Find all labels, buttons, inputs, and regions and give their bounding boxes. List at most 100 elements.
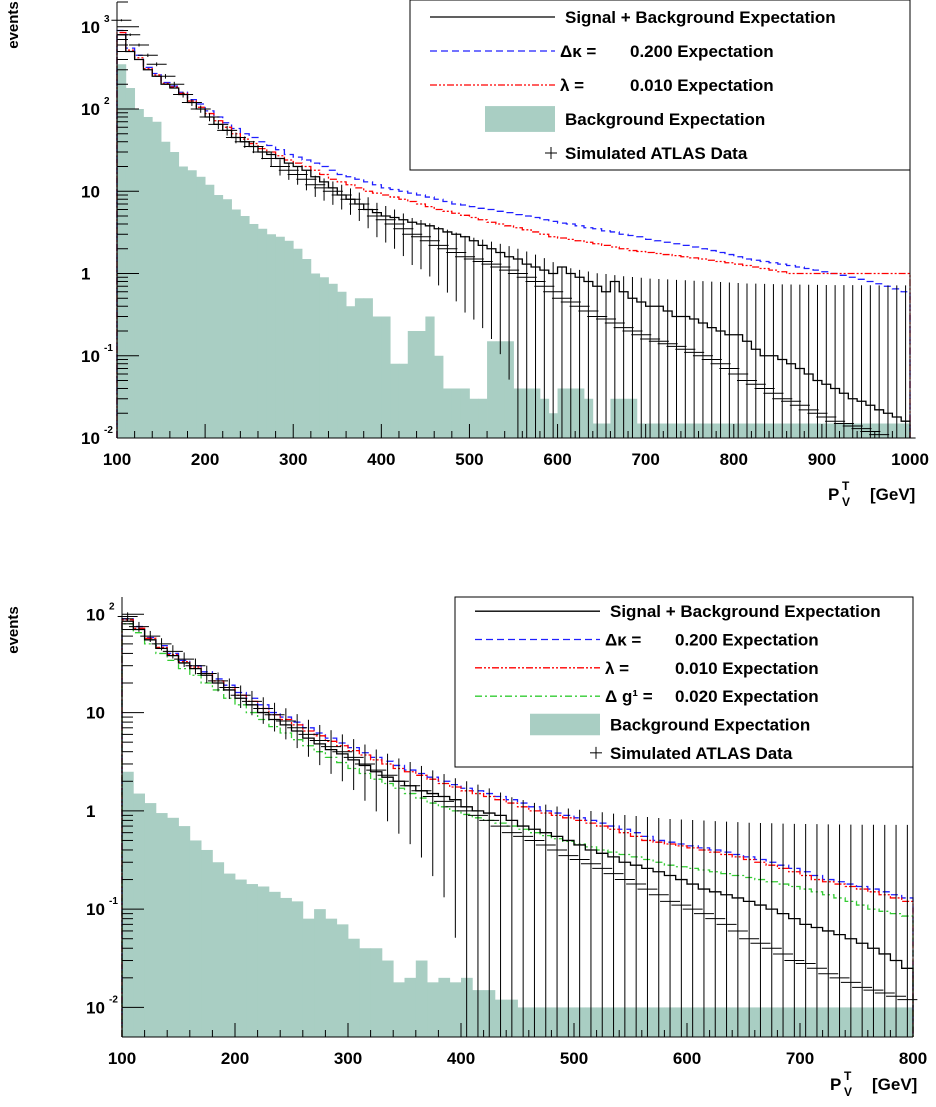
background-bar xyxy=(337,291,347,438)
legend-symbol: λ = xyxy=(560,76,584,95)
data-point xyxy=(151,638,172,651)
data-point xyxy=(666,279,687,438)
legend-entry: λ = 0.010 Expectation xyxy=(430,76,774,95)
background-bar xyxy=(213,195,224,438)
data-point xyxy=(558,808,579,1037)
data-point xyxy=(472,239,493,329)
legend-label: 0.010 Expectation xyxy=(630,76,774,95)
data-point xyxy=(349,192,370,221)
data-point xyxy=(129,43,150,47)
data-point xyxy=(219,678,240,699)
background-bar xyxy=(449,982,462,1037)
legend-entry: Signal + Background Expectation xyxy=(430,8,836,27)
data-point xyxy=(208,672,229,692)
data-point xyxy=(455,235,476,313)
data-point xyxy=(869,285,890,438)
x-tick-label: 100 xyxy=(103,450,131,469)
y-tick-label: 10 xyxy=(81,182,100,201)
y-tick-exponent: 2 xyxy=(104,96,110,107)
background-bar xyxy=(222,199,232,438)
background-bar xyxy=(319,277,329,438)
y-tick-label: 10 xyxy=(86,998,105,1017)
background-bar xyxy=(187,170,197,438)
data-point xyxy=(261,152,282,167)
background-bar xyxy=(291,901,304,1037)
data-point xyxy=(140,630,161,643)
background-bar xyxy=(354,298,365,438)
data-point xyxy=(727,822,748,1037)
data-point xyxy=(569,269,590,438)
x-tick-label: 300 xyxy=(279,450,307,469)
x-tick-label: 700 xyxy=(631,450,659,469)
background-bar xyxy=(268,891,281,1037)
data-point xyxy=(701,281,722,438)
legend: Signal + Background Expectation Δκ = 0.200… xyxy=(409,0,911,171)
background-bar xyxy=(284,240,294,438)
x-tick-label: 100 xyxy=(108,1049,136,1068)
background-bar xyxy=(302,259,312,438)
data-point xyxy=(614,815,635,1037)
background-bar xyxy=(257,228,268,438)
y-tick-exponent: -1 xyxy=(109,896,118,907)
background-bar xyxy=(398,363,409,438)
data-point xyxy=(798,284,819,438)
background-bar xyxy=(133,793,145,1037)
data-point xyxy=(422,770,443,877)
x-tick-label: 300 xyxy=(334,1049,362,1068)
background-bar xyxy=(328,283,338,438)
chart-bottom: 100 200 300 400 500 600 700 800 10 -2 10 -1 1 10 10 2 ev… xyxy=(5,596,927,1099)
background-bar xyxy=(189,840,202,1037)
background-bar xyxy=(249,223,259,438)
data-point xyxy=(208,120,229,130)
background-bar xyxy=(266,234,276,438)
x-axis-label-base: P xyxy=(828,485,839,504)
data-point xyxy=(437,229,458,293)
data-point xyxy=(626,815,647,1037)
background-bar xyxy=(325,918,338,1037)
data-point xyxy=(631,277,652,438)
legend-entry: Δκ = 0.200 Expectation xyxy=(430,42,774,61)
legend-swatch-fill xyxy=(530,713,600,736)
background-bar xyxy=(246,884,258,1037)
data-point xyxy=(185,658,206,675)
data-point xyxy=(190,105,211,113)
data-point xyxy=(128,621,149,632)
background-bar xyxy=(495,341,506,438)
data-point xyxy=(671,819,692,1037)
data-point xyxy=(543,262,564,438)
data-point xyxy=(196,665,217,683)
x-axis-label-sup: T xyxy=(842,479,850,493)
legend-entry: Signal + Background Expectation xyxy=(475,602,881,621)
x-axis-label: P TV [GeV] xyxy=(830,1069,917,1099)
background-bar xyxy=(205,184,215,438)
background-bar xyxy=(125,88,136,439)
x-axis-label-base: P xyxy=(830,1075,841,1094)
legend-label: 0.010 Expectation xyxy=(675,659,819,678)
data-point xyxy=(428,226,449,286)
data-point xyxy=(640,278,661,438)
data-point xyxy=(490,243,511,355)
data-point xyxy=(592,812,613,1037)
background-bar xyxy=(240,216,250,438)
data-point xyxy=(298,719,319,757)
background-bar xyxy=(117,64,127,439)
background-bar xyxy=(390,363,400,438)
data-point xyxy=(874,824,895,1037)
background-bar xyxy=(178,166,188,438)
legend-label: Signal + Background Expectation xyxy=(610,602,881,621)
data-point xyxy=(784,823,805,1037)
data-point xyxy=(322,181,343,205)
legend-label: 0.200 Expectation xyxy=(630,42,774,61)
y-tick-exponent: -2 xyxy=(109,994,118,1005)
data-point xyxy=(275,708,296,740)
data-point xyxy=(243,140,264,154)
data-point xyxy=(146,62,167,67)
legend-label: Background Expectation xyxy=(610,716,810,735)
background-bar xyxy=(152,121,162,438)
data-point xyxy=(682,820,703,1037)
data-point xyxy=(296,170,317,191)
data-point xyxy=(343,739,364,791)
x-tick-label: 400 xyxy=(447,1049,475,1068)
data-point xyxy=(111,19,132,22)
